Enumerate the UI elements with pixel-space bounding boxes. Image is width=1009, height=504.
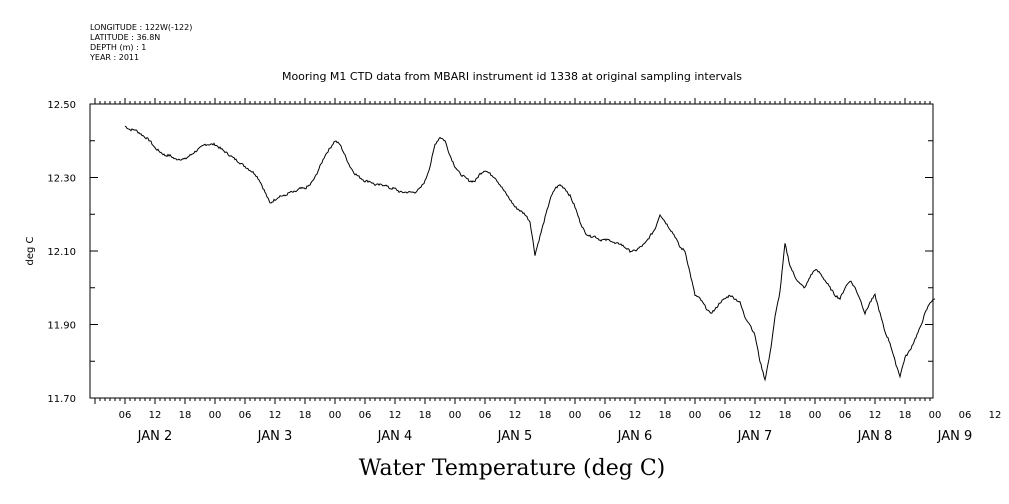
metadata-block: LONGITUDE : 122W(-122) LATITUDE : 36.8N … xyxy=(89,23,192,62)
x-hour-label: 12 xyxy=(869,410,882,421)
x-day-label: JAN 6 xyxy=(617,429,653,444)
x-day-label: JAN 4 xyxy=(377,429,413,444)
x-hour-label: 06 xyxy=(239,410,252,421)
x-hour-label: 06 xyxy=(119,410,132,421)
x-day-label: JAN 5 xyxy=(497,429,533,444)
x-day-label: JAN 7 xyxy=(737,429,773,444)
x-hour-label: 12 xyxy=(749,410,762,421)
x-hour-label: 18 xyxy=(299,410,312,421)
x-hour-label: 06 xyxy=(719,410,732,421)
x-hour-label: 18 xyxy=(659,410,672,421)
metadata-year: YEAR : 2011 xyxy=(89,53,139,62)
x-hour-label: 06 xyxy=(839,410,852,421)
x-hour-label: 00 xyxy=(929,410,942,421)
y-axis-label: deg C xyxy=(25,236,36,265)
series-layer xyxy=(124,125,936,382)
x-hour-label: 06 xyxy=(359,410,372,421)
axis-ticks xyxy=(90,98,933,404)
x-hour-label: 18 xyxy=(539,410,552,421)
y-tick-label: 12.30 xyxy=(47,174,76,185)
x-day-labels: JAN 2 JAN 3 JAN 4 JAN 5 JAN 6 JAN 7 JAN 8 JAN 9 xyxy=(137,429,973,444)
x-hour-label: 18 xyxy=(779,410,792,421)
x-day-label: JAN 2 xyxy=(137,429,173,444)
x-day-label: JAN 3 xyxy=(257,429,293,444)
x-hour-label: 06 xyxy=(479,410,492,421)
x-hour-label: 12 xyxy=(629,410,642,421)
x-tick-labels: 06 12 18 00 06 12 18 00 06 12 18 00 06 12 18 00 06 12 18 00… xyxy=(119,410,1002,421)
x-hour-label: 12 xyxy=(509,410,522,421)
x-day-label: JAN 9 xyxy=(937,429,973,444)
metadata-depth: DEPTH (m) : 1 xyxy=(90,43,146,52)
x-hour-label: 06 xyxy=(959,410,972,421)
x-hour-label: 12 xyxy=(989,410,1002,421)
x-hour-label: 18 xyxy=(899,410,912,421)
x-day-label: JAN 8 xyxy=(857,429,893,444)
x-hour-label: 12 xyxy=(269,410,282,421)
x-hour-label: 12 xyxy=(149,410,162,421)
x-axis-title: Water Temperature (deg C) xyxy=(359,456,666,481)
plot-frame xyxy=(89,103,934,399)
x-hour-label: 00 xyxy=(449,410,462,421)
chart-title: Mooring M1 CTD data from MBARI instrumen… xyxy=(282,70,742,83)
metadata-longitude: LONGITUDE : 122W(-122) xyxy=(90,23,192,32)
x-hour-label: 00 xyxy=(569,410,582,421)
x-hour-label: 18 xyxy=(419,410,432,421)
x-hour-label: 00 xyxy=(329,410,342,421)
y-tick-label: 11.90 xyxy=(47,321,76,332)
metadata-latitude: LATITUDE : 36.8N xyxy=(90,33,160,42)
y-tick-label: 12.50 xyxy=(47,100,76,111)
series-line-water-temperature xyxy=(124,125,936,382)
x-hour-label: 12 xyxy=(389,410,402,421)
y-tick-label: 11.70 xyxy=(47,394,76,405)
x-hour-label: 06 xyxy=(599,410,612,421)
x-hour-label: 00 xyxy=(209,410,222,421)
y-tick-label: 12.10 xyxy=(47,247,76,258)
x-hour-label: 00 xyxy=(809,410,822,421)
y-tick-labels: 12.50 12.30 12.10 11.90 11.70 xyxy=(47,100,76,405)
x-hour-label: 18 xyxy=(179,410,192,421)
x-hour-label: 00 xyxy=(689,410,702,421)
